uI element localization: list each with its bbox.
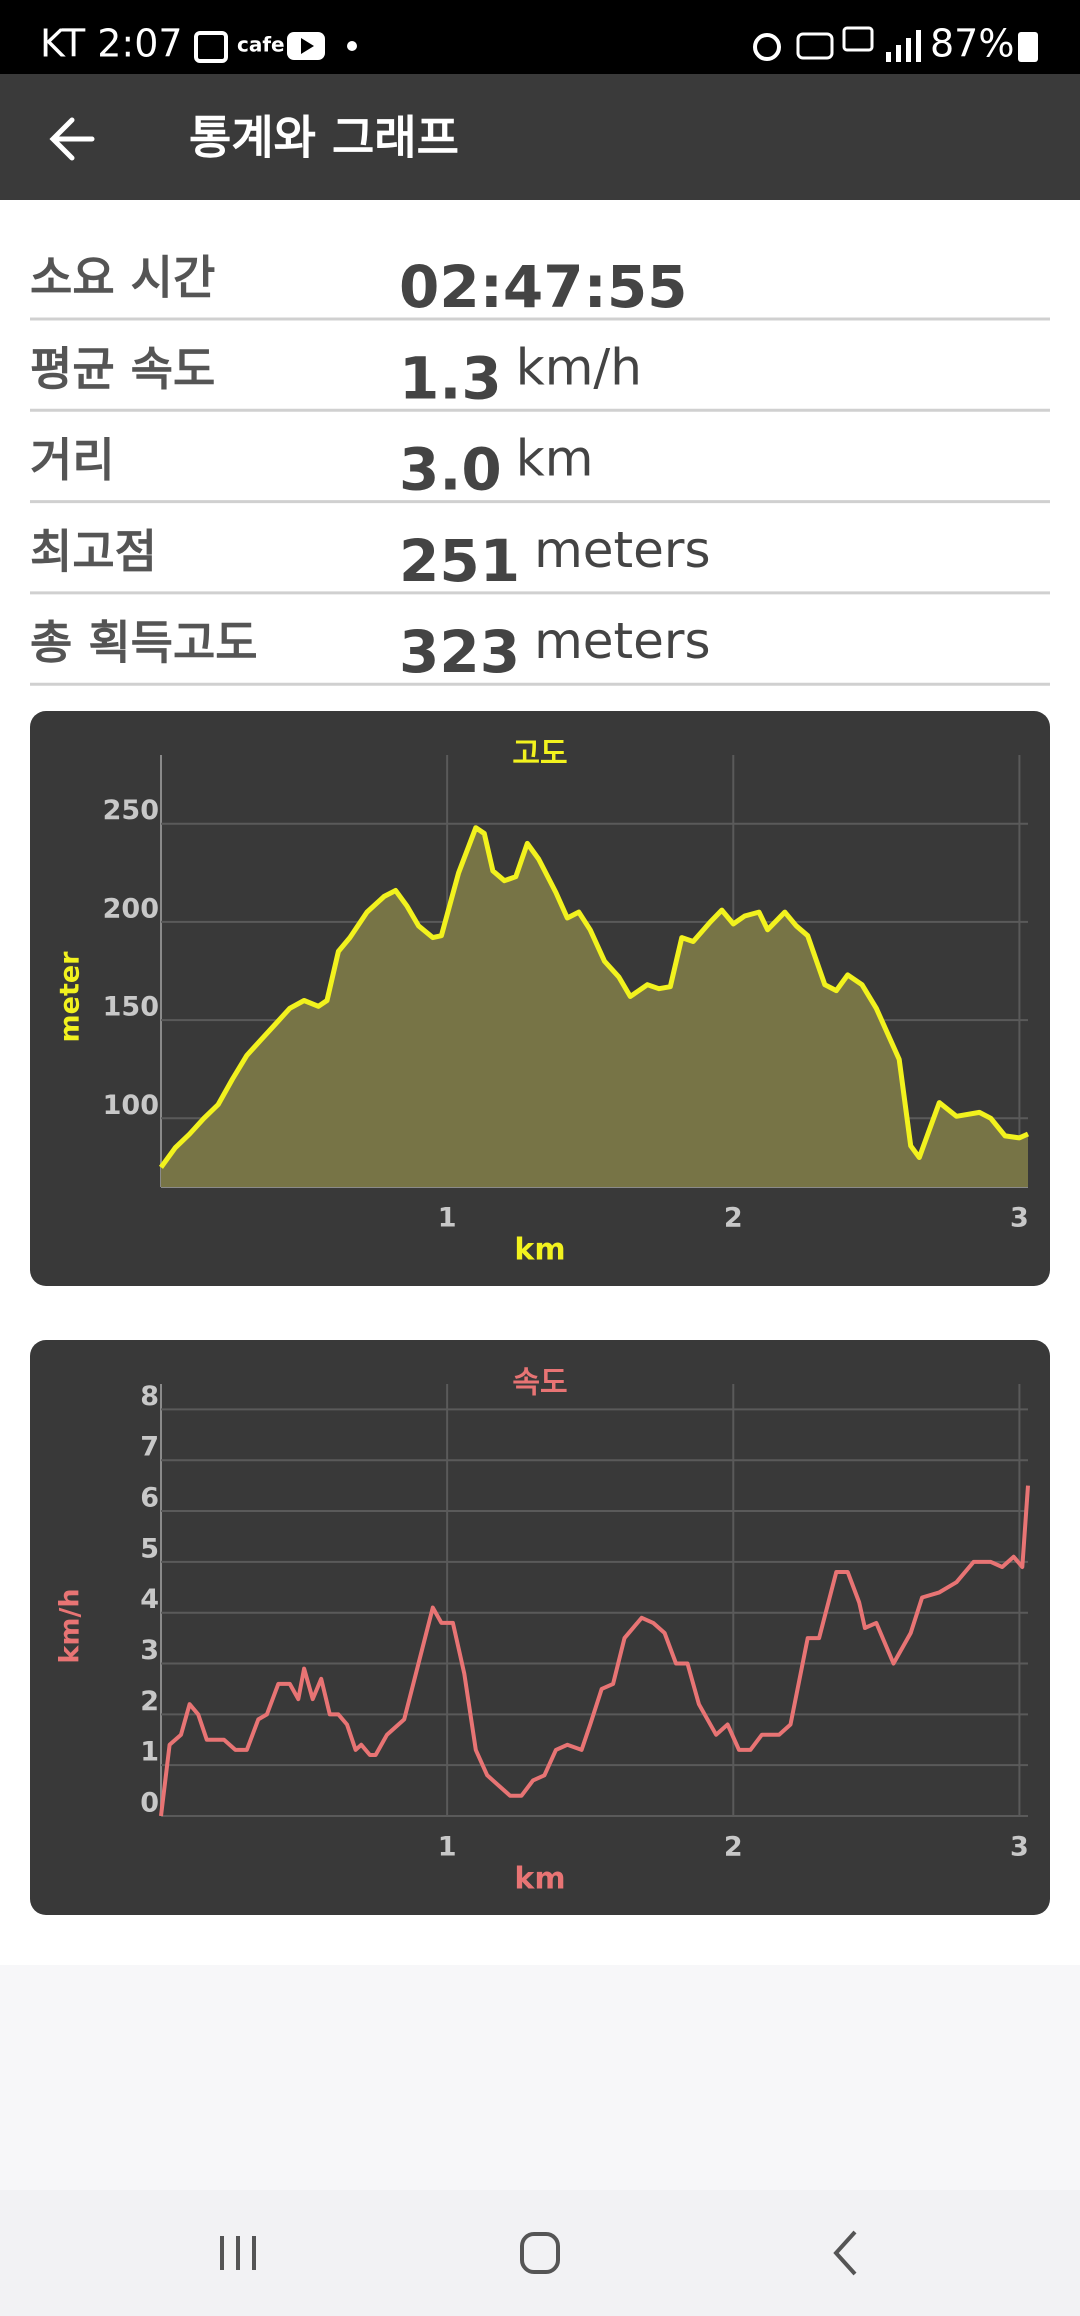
y-tick-label: 200 [103, 893, 159, 924]
y-tick-label: 8 [140, 1381, 159, 1412]
stat-label: 소요 시간 [30, 251, 215, 305]
stat-value-line: 251 meters [399, 520, 711, 595]
x-axis-label: km [514, 1233, 565, 1268]
stat-label: 총 획득고도 [30, 616, 258, 670]
x-tick-label: 1 [438, 1832, 457, 1863]
nav-back-button[interactable] [833, 2230, 857, 2276]
stat-unit: meters [534, 520, 710, 578]
app-bar-title: 통계와 그래프 [189, 111, 459, 165]
stat-value-line: 02:47:55 [399, 253, 688, 321]
line [158, 825, 1030, 1169]
stat-value-line: 1.3 km/h [399, 338, 642, 413]
gallery-icon [194, 31, 228, 63]
x-tick-label: 2 [724, 1203, 743, 1234]
y-axis-label: km/h [55, 1588, 86, 1663]
x-tick-label: 3 [1010, 1832, 1029, 1863]
recent-apps-button[interactable] [220, 2236, 256, 2270]
y-tick-label: 100 [103, 1090, 159, 1121]
x-axis-label: km [514, 1862, 565, 1897]
stat-label: 거리 [30, 433, 115, 487]
stat-value: 251 [399, 527, 520, 595]
back-button[interactable] [49, 117, 95, 161]
y-tick-label: 7 [140, 1432, 159, 1463]
area-fill [161, 827, 1028, 1187]
5g-icon [842, 26, 874, 52]
home-button[interactable] [520, 2232, 560, 2274]
y-tick-label: 250 [103, 795, 159, 826]
x-tick-label: 2 [724, 1832, 743, 1863]
stat-value-line: 3.0 km [399, 429, 593, 504]
youtube-play [301, 38, 314, 54]
status-time: KT 2:07 [40, 22, 183, 66]
y-axis-label: meter [55, 951, 86, 1043]
x-tick-label: 3 [1010, 1203, 1029, 1234]
stat-value: 323 [399, 618, 520, 686]
stat-label: 평균 속도 [30, 342, 215, 396]
dot-icon [347, 41, 357, 51]
y-tick-label: 1 [140, 1737, 159, 1768]
y-tick-label: 0 [140, 1788, 159, 1819]
y-tick-label: 150 [103, 992, 159, 1023]
alarm-icon [753, 33, 781, 61]
line [159, 1485, 1030, 1817]
battery-icon [1018, 32, 1038, 62]
nav-bar [0, 2190, 1080, 2316]
cafe-icon: cafe [237, 33, 285, 57]
chart-title: 고도 [512, 737, 567, 772]
app-bar [0, 74, 1080, 200]
y-tick-label: 5 [140, 1533, 159, 1564]
stat-value: 3.0 [399, 436, 502, 504]
stat-unit: km [516, 429, 594, 487]
stat-value: 02:47:55 [399, 253, 688, 321]
hd-icon [796, 32, 834, 60]
stat-value: 1.3 [399, 344, 502, 412]
y-tick-label: 4 [140, 1584, 159, 1615]
y-tick-label: 3 [140, 1635, 159, 1666]
y-tick-label: 6 [140, 1483, 159, 1514]
battery-percent: 87% [930, 22, 1014, 66]
chart-title: 속도 [512, 1366, 567, 1401]
stat-value-line: 323 meters [399, 612, 711, 687]
stat-unit: meters [534, 612, 710, 670]
signal-icon [886, 30, 921, 62]
y-tick-label: 2 [140, 1686, 159, 1717]
stat-label: 최고점 [30, 524, 157, 578]
chart-panel [30, 1340, 1050, 1915]
stat-unit: km/h [516, 338, 642, 396]
x-tick-label: 1 [438, 1203, 457, 1234]
